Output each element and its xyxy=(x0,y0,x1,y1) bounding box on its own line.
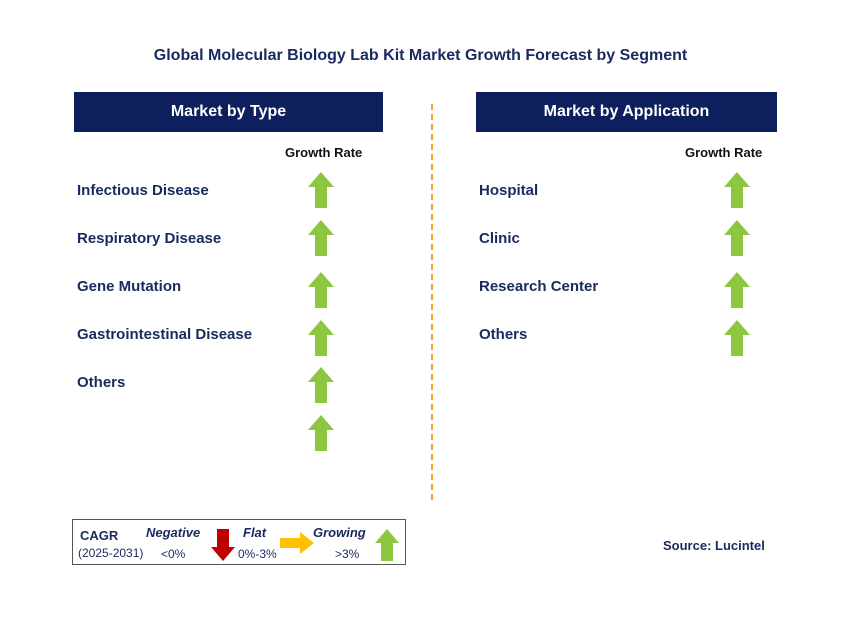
legend-flat-range: 0%-3% xyxy=(238,547,277,561)
growing-arrow-icon xyxy=(724,172,750,208)
source-note: Source: Lucintel xyxy=(663,538,765,553)
type-growth-rate-label: Growth Rate xyxy=(285,145,363,160)
legend-period: (2025-2031) xyxy=(78,546,144,560)
legend-growing-range: >3% xyxy=(335,547,360,561)
application-segment-label: Clinic xyxy=(479,230,520,247)
growing-arrow-icon xyxy=(308,172,334,208)
chart-title: Global Molecular Biology Lab Kit Market … xyxy=(153,47,688,64)
legend-growing-label: Growing xyxy=(313,525,366,540)
type-segment-label: Infectious Disease xyxy=(77,182,209,199)
growing-arrow-icon xyxy=(375,529,399,561)
application-segment-label: Others xyxy=(479,326,528,343)
growing-arrow-icon xyxy=(308,367,334,403)
application-segment-label: Research Center xyxy=(479,278,599,295)
legend-negative-label: Negative xyxy=(146,525,201,540)
growing-arrow-icon xyxy=(724,320,750,356)
flat-arrow-icon xyxy=(280,532,314,554)
growing-arrow-icon xyxy=(308,320,334,356)
type-segment-label: Gene Mutation xyxy=(77,278,182,295)
type-segment-label: Others xyxy=(77,374,126,391)
negative-arrow-icon xyxy=(211,529,235,561)
type-panel-header: Market by Type xyxy=(74,92,383,132)
application-growth-rate-label: Growth Rate xyxy=(685,145,763,160)
application-panel-header: Market by Application xyxy=(476,92,777,132)
growing-arrow-icon xyxy=(724,220,750,256)
legend-cagr-label: CAGR xyxy=(80,528,119,543)
legend-flat-label: Flat xyxy=(243,525,267,540)
legend-negative-range: <0% xyxy=(161,547,186,561)
application-segment-label: Hospital xyxy=(479,182,539,199)
cagr-legend: CAGR (2025-2031) Negative <0% Flat 0%-3%… xyxy=(72,519,406,565)
type-segment-label: Respiratory Disease xyxy=(77,230,222,247)
type-segment-label: Gastrointestinal Disease xyxy=(77,326,253,343)
growing-arrow-icon xyxy=(308,272,334,308)
growing-arrow-icon xyxy=(308,415,334,451)
panel-divider xyxy=(431,104,433,500)
growing-arrow-icon xyxy=(308,220,334,256)
growing-arrow-icon xyxy=(724,272,750,308)
